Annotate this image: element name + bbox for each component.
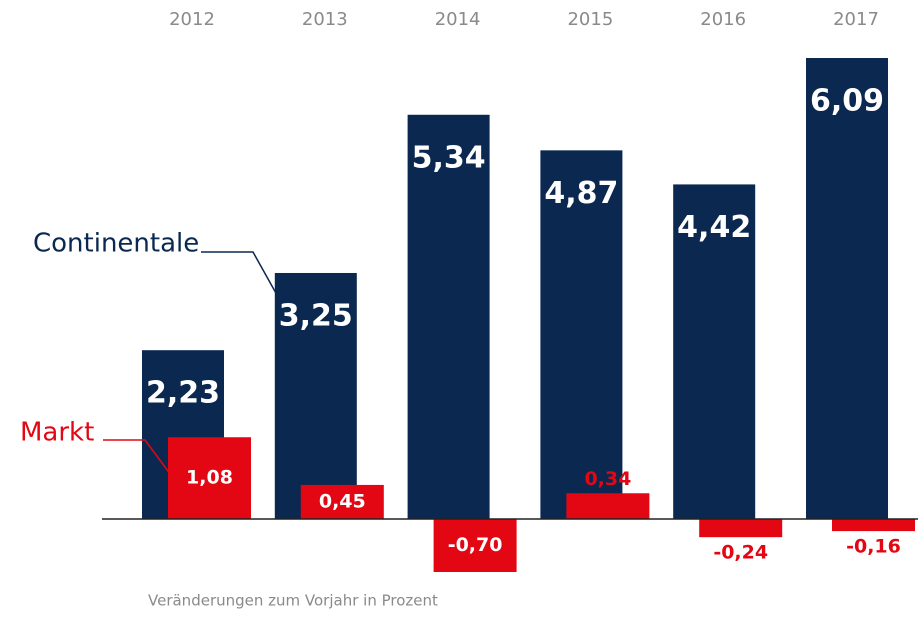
- leader-line: [201, 251, 281, 301]
- bar: [699, 519, 783, 538]
- value-label: 5,34: [412, 140, 486, 175]
- bar: [300, 484, 384, 519]
- bar: [540, 150, 623, 520]
- value-label: -0,24: [713, 542, 768, 564]
- value-label: 6,09: [810, 84, 884, 119]
- year-label: 2017: [833, 9, 879, 30]
- bar: [274, 272, 357, 519]
- year-label: 2012: [169, 9, 215, 30]
- value-label: 2,23: [146, 376, 220, 411]
- bar: [673, 184, 756, 519]
- year-label: 2014: [435, 9, 481, 30]
- value-label: 3,25: [279, 298, 353, 333]
- legend-label: Continentale: [33, 229, 199, 259]
- leader-line: [103, 439, 183, 491]
- year-label: 2016: [700, 9, 746, 30]
- value-label: 0,34: [584, 468, 631, 490]
- year-label: 2015: [567, 9, 613, 30]
- bar: [566, 493, 650, 519]
- bar: [407, 114, 490, 519]
- bar: [433, 519, 517, 572]
- value-label: -0,16: [846, 536, 901, 558]
- year-label: 2013: [302, 9, 348, 30]
- value-label: 1,08: [186, 467, 233, 489]
- value-label: -0,70: [448, 534, 503, 556]
- value-label: 4,87: [544, 176, 618, 211]
- legend-label: Markt: [20, 418, 94, 448]
- bar: [806, 58, 888, 519]
- bar: [168, 437, 251, 519]
- bar: [832, 519, 915, 532]
- footnote: Veränderungen zum Vorjahr in Prozent: [148, 592, 438, 610]
- value-label: 4,42: [677, 210, 751, 245]
- value-label: 0,45: [319, 490, 366, 512]
